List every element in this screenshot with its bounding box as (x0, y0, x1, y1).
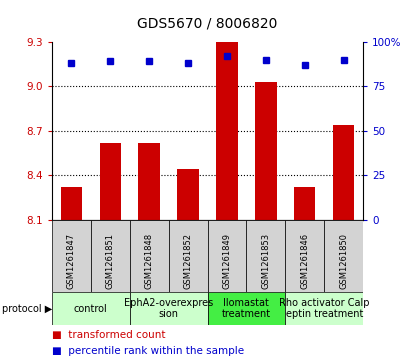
Text: Rho activator Calp
eptin treatment: Rho activator Calp eptin treatment (279, 298, 369, 319)
Bar (130, 292, 208, 325)
Text: GSM1261847: GSM1261847 (67, 232, 76, 289)
Bar (286, 292, 363, 325)
Bar (286, 220, 324, 292)
Text: GSM1261846: GSM1261846 (300, 232, 309, 289)
Text: protocol ▶: protocol ▶ (2, 303, 52, 314)
Text: ■  percentile rank within the sample: ■ percentile rank within the sample (52, 346, 244, 356)
Text: GSM1261848: GSM1261848 (145, 232, 154, 289)
Bar (139, 143, 160, 220)
Text: Ilomastat
treatment: Ilomastat treatment (222, 298, 271, 319)
Text: GDS5670 / 8006820: GDS5670 / 8006820 (137, 16, 278, 30)
Bar (61, 187, 82, 220)
Bar (208, 220, 247, 292)
Bar (52, 220, 91, 292)
Bar (52, 292, 130, 325)
Bar (168, 220, 208, 292)
Text: GSM1261850: GSM1261850 (339, 233, 348, 289)
Text: GSM1261853: GSM1261853 (261, 232, 270, 289)
Text: GSM1261849: GSM1261849 (222, 233, 232, 289)
Bar (177, 169, 199, 220)
Bar (247, 220, 286, 292)
Bar (324, 220, 363, 292)
Text: ■  transformed count: ■ transformed count (52, 330, 165, 339)
Bar (216, 42, 238, 220)
Text: control: control (74, 303, 107, 314)
Bar (91, 220, 130, 292)
Text: EphA2-overexpres
sion: EphA2-overexpres sion (124, 298, 213, 319)
Text: GSM1261852: GSM1261852 (183, 233, 193, 289)
Bar (130, 220, 168, 292)
Bar (100, 143, 121, 220)
Bar (333, 125, 354, 220)
Bar (294, 187, 315, 220)
Text: GSM1261851: GSM1261851 (106, 233, 115, 289)
Bar (255, 82, 276, 220)
Bar (208, 292, 286, 325)
